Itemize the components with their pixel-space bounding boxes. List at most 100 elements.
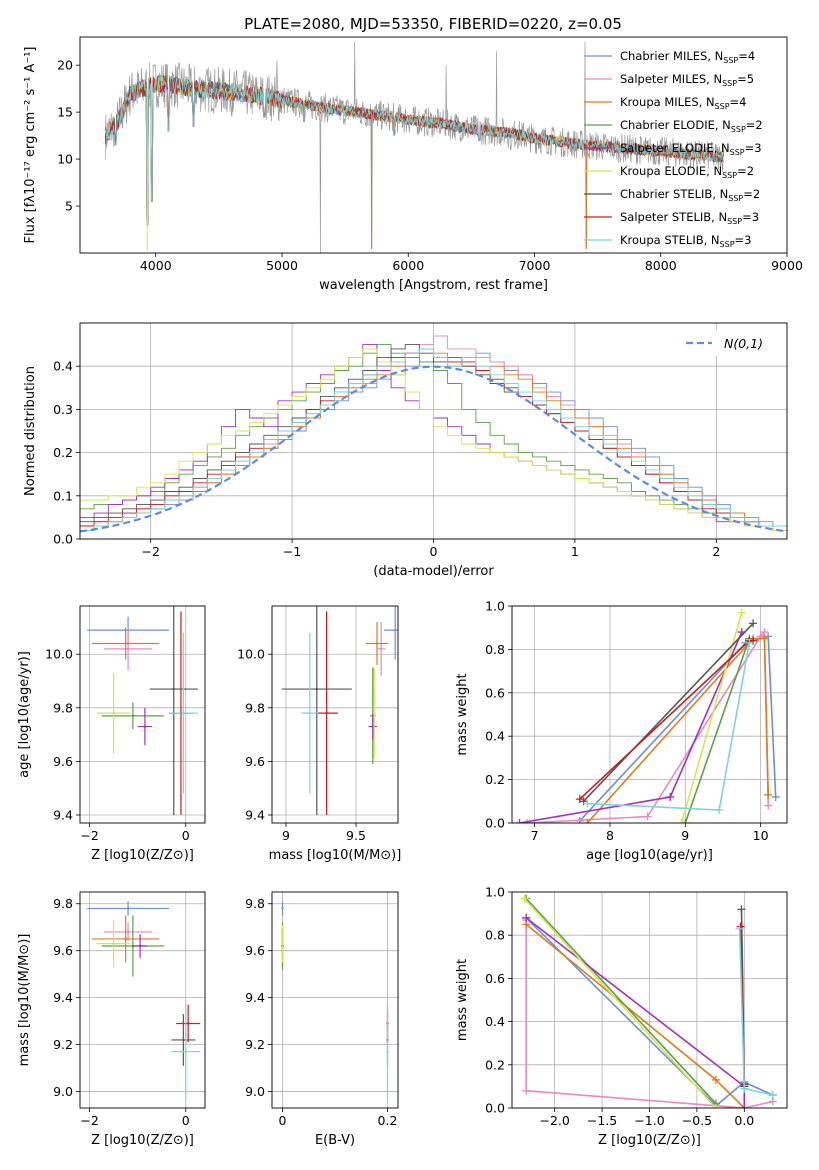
- legend-value: =4: [730, 95, 747, 109]
- data-point: [143, 725, 147, 728]
- data-point: [124, 937, 127, 941]
- y-tick-label: 10.0: [237, 647, 265, 662]
- y-tick-label: 0.6: [485, 971, 505, 986]
- x-tick-label: 4000: [140, 258, 172, 273]
- y-tick-label: 9.6: [245, 754, 265, 769]
- legend-value: =2: [737, 164, 754, 178]
- axes-z-mass: −2 0 9.0 9.2 9.4 9.6 9.8 Z [log10(Z/Z⊙)] mass [l…: [17, 891, 206, 1148]
- plus-marker: [522, 913, 531, 922]
- y-tick-label: 9.8: [53, 700, 73, 715]
- plot-area-residuals: [80, 335, 787, 533]
- weight-line: [527, 629, 769, 823]
- y-axis-label: Normed distribution: [23, 366, 38, 496]
- y-tick-label: 20: [57, 58, 73, 73]
- y-tick-label: 0.0: [485, 1101, 505, 1116]
- y-tick-label: 0.3: [53, 402, 73, 417]
- axes-frame: [79, 891, 206, 1109]
- data-point: [281, 942, 284, 945]
- axes-residuals: −2 −1 0 1 2 0.0 0.1 0.2 0.3 0.4 (data-model)/error…: [23, 322, 788, 579]
- data-point: [124, 642, 127, 645]
- x-tick-label: −2: [141, 544, 159, 559]
- legend-subscript: SSP: [728, 194, 743, 203]
- data-point: [394, 628, 397, 632]
- y-axis-label: mass weight: [455, 673, 470, 755]
- x-tick-label: 1: [571, 544, 579, 559]
- axes-z-age: −2 0 9.4 9.6 9.8 10.0 Z [log10(Z/Z⊙)] age [log1…: [17, 605, 206, 863]
- x-tick-label: 9: [681, 828, 689, 843]
- y-tick-label: 9.4: [53, 807, 73, 822]
- plus-marker: [764, 801, 773, 810]
- x-tick-label: 7: [531, 828, 539, 843]
- axes-frame: [79, 605, 206, 824]
- data-point: [138, 944, 142, 948]
- axes-mass-age: 9 9.5 9.4 9.6 9.8 10.0 mass [log10(M/M⊙)]: [237, 605, 401, 863]
- plot-area-ebv-mass: [281, 901, 389, 1099]
- x-tick-label: 0: [279, 1113, 287, 1128]
- plus-marker: [715, 805, 724, 814]
- weight-line: [586, 637, 769, 823]
- legend-entry: N(0,1): [724, 336, 763, 351]
- y-tick-label: 15: [57, 105, 73, 120]
- plot-area-mass-age: [281, 606, 398, 815]
- x-tick-label: 8: [606, 828, 614, 843]
- plus-marker: [768, 1091, 777, 1100]
- plus-marker: [735, 924, 744, 933]
- legend-entry: Salpeter ELODIE, NSSP=3: [620, 141, 762, 157]
- x-axis-label: Z [log10(Z/Z⊙)]: [91, 848, 194, 863]
- y-tick-label: 9.0: [245, 1084, 265, 1099]
- legend-entry: Chabrier STELIB, NSSP=2: [620, 187, 760, 203]
- y-axis-label: mass weight: [455, 959, 470, 1041]
- plus-marker: [515, 819, 524, 823]
- x-axis-label: E(B-V): [315, 1133, 355, 1148]
- histogram-step: [80, 348, 787, 531]
- plus-marker: [643, 812, 652, 821]
- data-point: [172, 687, 175, 691]
- x-axis-label: Z [log10(Z/Z⊙)]: [91, 1133, 194, 1148]
- legend-subscript: SSP: [720, 240, 735, 249]
- x-tick-label: 7000: [519, 258, 551, 273]
- data-point: [386, 1050, 389, 1053]
- x-tick-label: −2: [80, 828, 98, 843]
- data-point: [112, 942, 115, 945]
- y-tick-label: 0.4: [485, 729, 505, 744]
- axes-ebv-mass: 0 0.2 9.0 9.2 9.4 9.6 9.8 E(B-V): [245, 891, 399, 1148]
- y-axis-label: mass [log10(M/M⊙)]: [17, 934, 32, 1067]
- legend-value: =3: [745, 141, 762, 155]
- legend-entry: Kroupa STELIB, NSSP=3: [620, 233, 751, 249]
- axes-age-weight: 7 8 9 10 0.0 0.2 0.4 0.6 0.8 1.0 age [log10(age/yr…: [455, 599, 788, 863]
- plus-marker: [737, 905, 746, 914]
- axes-spectrum: 4000 5000 6000 7000 8000 9000 5 10 15 20 wavelengt…: [23, 36, 803, 293]
- y-tick-label: 9.6: [245, 943, 265, 958]
- data-point: [281, 907, 284, 910]
- data-point: [375, 642, 379, 645]
- plus-marker: [771, 792, 780, 801]
- plus-marker: [681, 819, 690, 823]
- x-tick-label: −2.0: [539, 1113, 569, 1128]
- y-tick-label: 9.6: [53, 943, 73, 958]
- x-tick-label: −0.5: [682, 1113, 712, 1128]
- data-point: [186, 1022, 190, 1025]
- data-point: [380, 647, 383, 651]
- x-tick-label: 10: [753, 828, 769, 843]
- data-point: [371, 725, 374, 728]
- weight-line: [523, 897, 717, 1108]
- plus-marker: [760, 634, 769, 643]
- y-tick-label: 10: [57, 152, 73, 167]
- data-point: [126, 647, 130, 651]
- y-tick-label: 0.8: [485, 642, 505, 657]
- plus-marker: [740, 1104, 749, 1108]
- weight-line: [680, 612, 743, 823]
- y-axis-label: age [log10(age/yr)]: [17, 651, 32, 778]
- weight-line: [684, 638, 751, 823]
- plus-marker: [745, 638, 754, 647]
- y-tick-label: 1.0: [485, 599, 505, 614]
- legend-value: =5: [737, 72, 754, 86]
- legend-entry: Kroupa ELODIE, NSSP=2: [620, 164, 754, 180]
- y-axis-label: Flux [fλ10⁻¹⁷ erg cm⁻² s⁻¹ A⁻¹]: [23, 47, 38, 244]
- y-tick-label: 1.0: [485, 885, 505, 900]
- x-axis-label: (data-model)/error: [373, 564, 494, 579]
- y-tick-label: 0.8: [485, 928, 505, 943]
- legend-subscript: SSP: [730, 148, 745, 157]
- y-tick-label: 0.2: [485, 772, 505, 787]
- axes-frame: [79, 36, 788, 254]
